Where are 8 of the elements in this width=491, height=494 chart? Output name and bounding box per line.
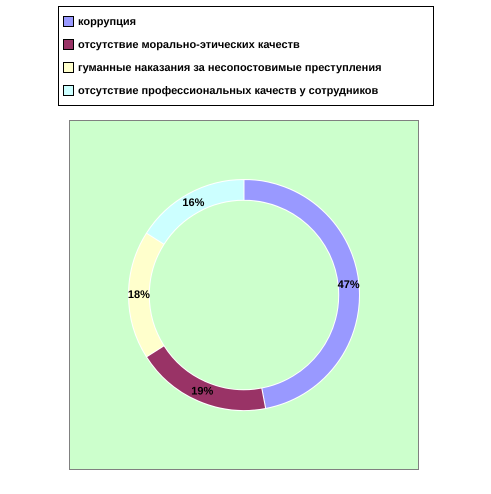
- data-label: 19%: [191, 385, 214, 398]
- data-label: 16%: [182, 196, 205, 209]
- data-label: 18%: [128, 289, 150, 302]
- legend-label: отсутствие морально-этических качеств: [78, 38, 300, 50]
- legend-label: коррупция: [78, 16, 136, 28]
- data-label: 47%: [338, 279, 360, 292]
- legend-label: отсутствие профессиональных качеств у сотрудников: [78, 84, 378, 96]
- legend-label: гуманные наказания за несопостовимые преступления: [78, 62, 382, 74]
